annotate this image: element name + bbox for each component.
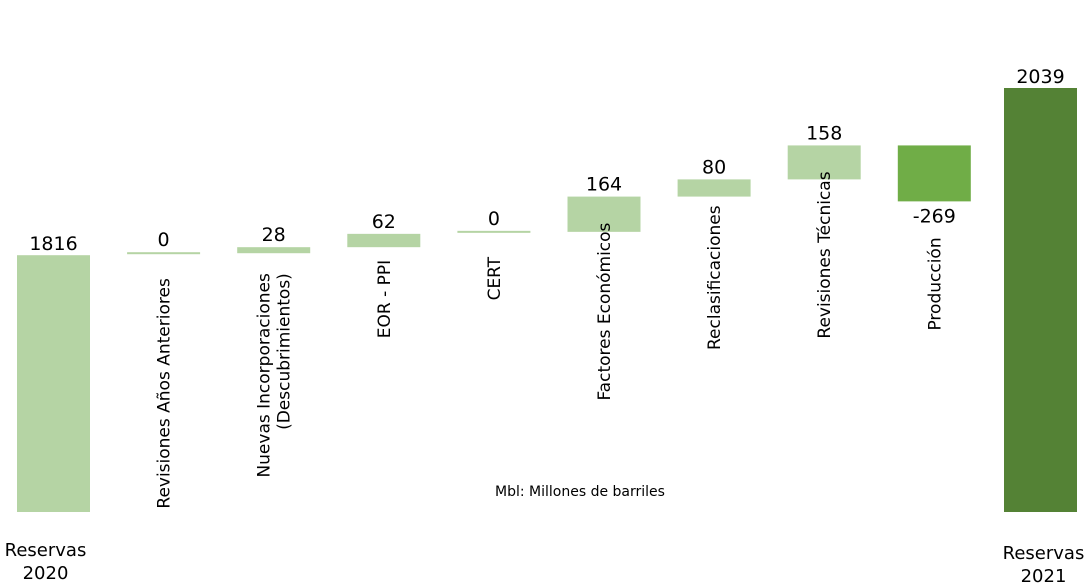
value-label-end: 2039 [1016, 66, 1064, 88]
bar-step-2 [237, 247, 311, 254]
category-label-step-2: Nuevas Incorporaciones(Descubrimientos) [255, 273, 295, 478]
value-label-step-1: 0 [158, 229, 170, 251]
bars-layer [17, 88, 1077, 513]
value-label-step-2: 28 [262, 224, 286, 246]
category-label-end: Reservas 2021 [1003, 543, 1085, 586]
category-label-start: Reservas 2020 [5, 540, 87, 584]
value-label-step-4: 0 [488, 208, 500, 230]
bar-step-4 [457, 230, 531, 233]
value-label-step-8: -269 [913, 205, 956, 227]
category-label-step-8: Producción [925, 237, 945, 330]
value-label-start: 1816 [29, 233, 77, 255]
bar-step-6 [677, 179, 751, 197]
category-label-step-3: EOR - PPI [375, 260, 395, 338]
bar-step-7 [787, 145, 861, 180]
value-label-step-7: 158 [806, 122, 842, 144]
bar-step-5 [567, 196, 641, 232]
units-annotation: Mbl: Millones de barriles [495, 484, 665, 500]
bar-step-1 [127, 252, 201, 255]
bar-step-8 [897, 145, 971, 202]
category-label-step-1: Revisiones Años Anteriores [155, 278, 175, 509]
bar-step-3 [347, 233, 421, 248]
category-label-step-6: Reclasificaciones [705, 205, 725, 350]
category-label-step-7: Revisiones Técnicas [815, 171, 835, 338]
category-labels-layer: Reservas 2020 Revisiones Años Anteriores Nu… [5, 171, 1085, 586]
value-labels-layer: 1816 0 28 62 0 164 80 158 -269 2039 [29, 66, 1064, 255]
value-label-step-3: 62 [372, 211, 396, 233]
value-label-step-5: 164 [586, 174, 622, 196]
bar-start [17, 255, 90, 513]
category-label-step-4: CERT [485, 256, 505, 300]
category-label-step-5: Factores Económicos [595, 222, 615, 400]
value-label-step-6: 80 [702, 156, 726, 178]
bar-end [1004, 88, 1077, 512]
